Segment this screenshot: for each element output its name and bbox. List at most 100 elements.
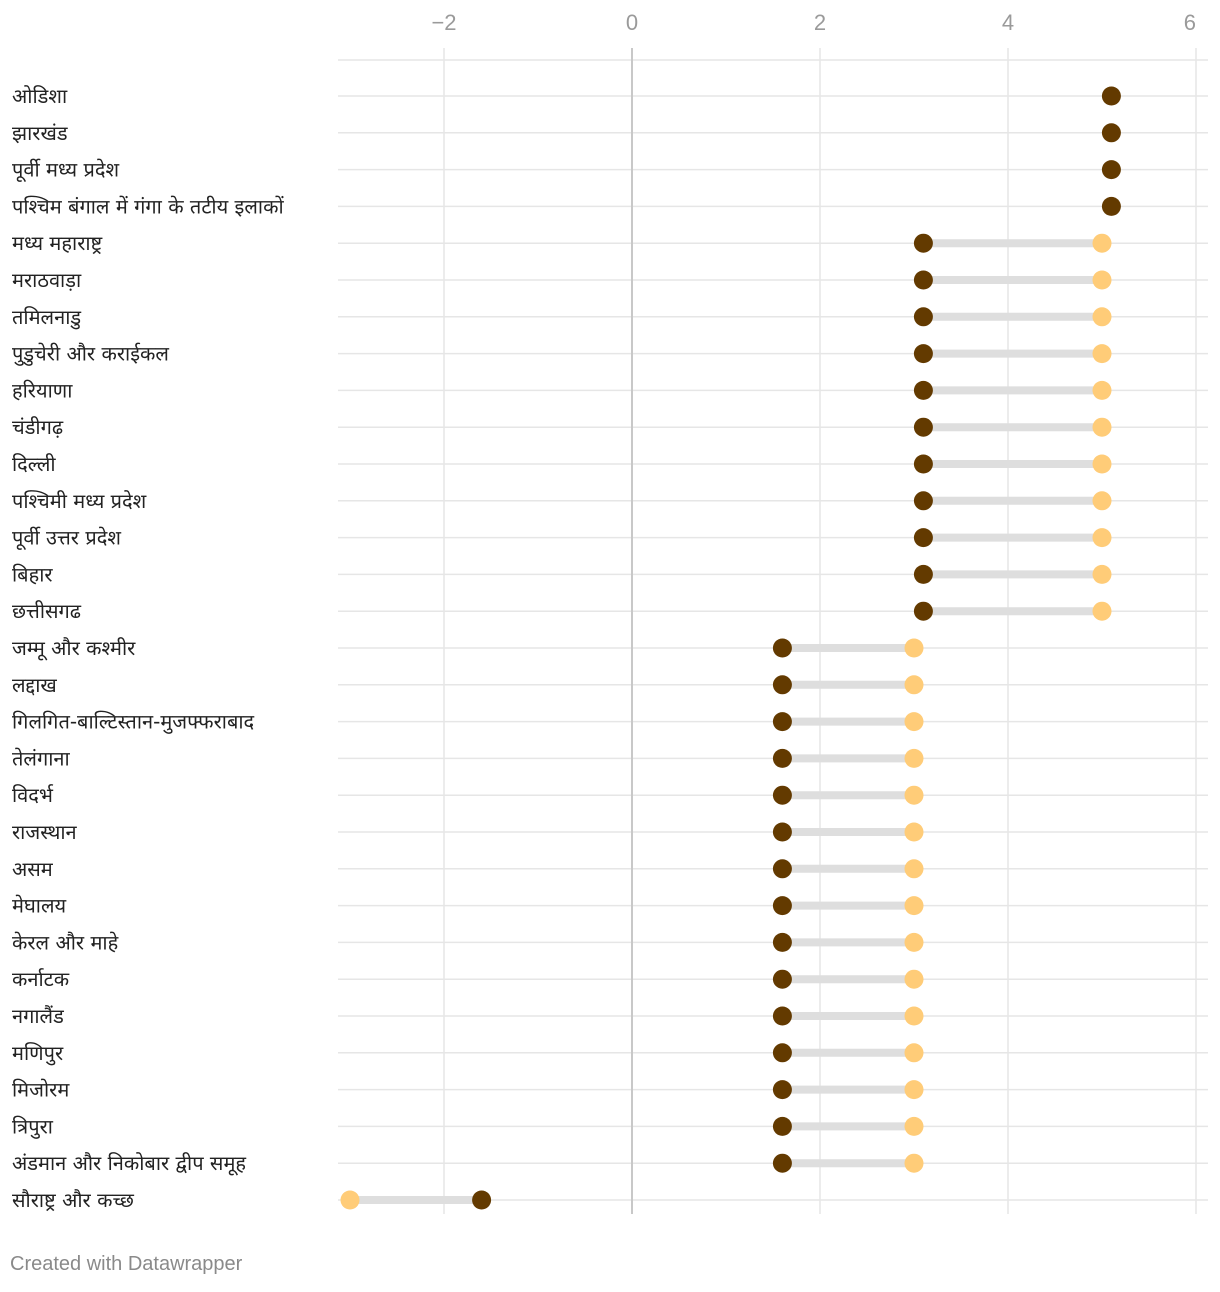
light-dot — [904, 822, 924, 842]
dark-dot — [913, 564, 933, 584]
dark-dot — [772, 1006, 792, 1026]
dot-range-chart: −2 0 2 4 6 ओडिशा झारखंड पूर्वी मध्य प्रदेश पश्च… — [12, 10, 1208, 1214]
dark-dot — [472, 1190, 492, 1210]
row-label: जम्मू और कश्मीर — [12, 636, 136, 661]
row-label: त्रिपुरा — [12, 1114, 54, 1139]
row-label: मिजोरम — [12, 1078, 70, 1102]
light-dot — [904, 932, 924, 952]
dark-dot — [1101, 86, 1121, 106]
light-dot — [1092, 344, 1112, 364]
dark-dot — [913, 601, 933, 621]
chart-row: हरियाणा — [12, 378, 1112, 402]
dark-dot — [772, 748, 792, 768]
chart-row: मध्य महाराष्ट्र — [12, 231, 1112, 255]
row-label: पूर्वी मध्य प्रदेश — [12, 158, 119, 183]
chart-row: पश्चिमी मध्य प्रदेश — [12, 489, 1112, 513]
dark-dot — [1101, 196, 1121, 216]
x-tick-label: −2 — [431, 10, 456, 35]
footer-credit[interactable]: Created with Datawrapper — [10, 1253, 243, 1275]
light-dot — [1092, 528, 1112, 548]
chart-row: तेलंगाना — [12, 746, 924, 770]
dark-dot — [772, 1043, 792, 1063]
dark-dot — [772, 822, 792, 842]
dark-dot — [913, 528, 933, 548]
row-label: झारखंड — [12, 121, 68, 145]
light-dot — [904, 748, 924, 768]
light-dot — [904, 638, 924, 658]
chart-row: गिलगित-बाल्टिस्तान-मुजफ्फराबाद — [12, 710, 924, 735]
row-label: हरियाणा — [12, 378, 73, 402]
dark-dot — [913, 417, 933, 437]
row-label: तमिलनाडु — [12, 305, 81, 330]
dark-dot — [913, 380, 933, 400]
dark-dot — [772, 1153, 792, 1173]
row-label: चंडीगढ़ — [12, 415, 64, 439]
dark-dot — [772, 638, 792, 658]
x-tick-label: 0 — [626, 10, 638, 35]
row-label: लद्दाख — [12, 673, 57, 697]
chart-row: कर्नाटक — [12, 967, 924, 991]
chart-row: पुडुचेरी और कराईकल — [12, 342, 1112, 367]
light-dot — [1092, 491, 1112, 511]
chart-row: तमिलनाडु — [12, 305, 1112, 330]
x-tick-label: 6 — [1184, 10, 1196, 35]
row-label: मणिपुर — [12, 1041, 64, 1066]
chart-row: मराठवाड़ा — [12, 268, 1112, 292]
chart-row: बिहार — [12, 562, 1112, 586]
chart-row: लद्दाख — [12, 673, 924, 697]
chart-row: जम्मू और कश्मीर — [12, 636, 924, 661]
row-label: पश्चिम बंगाल में गंगा के तटीय इलाकों — [12, 194, 284, 218]
chart-row: छत्तीसगढ — [12, 599, 1112, 623]
light-dot — [340, 1190, 360, 1210]
dark-dot — [772, 932, 792, 952]
light-dot — [904, 859, 924, 879]
dark-dot — [1101, 160, 1121, 180]
chart-row: नगालैंड — [12, 1004, 924, 1028]
row-label: बिहार — [12, 562, 53, 586]
light-dot — [1092, 454, 1112, 474]
chart-row: सौराष्ट्र और कच्छ — [12, 1188, 492, 1212]
dark-dot — [913, 307, 933, 327]
chart-row: मिजोरम — [12, 1078, 924, 1102]
x-tick-label: 2 — [814, 10, 826, 35]
chart-row: राजस्थान — [12, 820, 924, 844]
light-dot — [904, 1043, 924, 1063]
light-dot — [904, 1116, 924, 1136]
row-label: दिल्ली — [12, 452, 56, 476]
row-label: राजस्थान — [12, 820, 78, 844]
chart-row: पश्चिम बंगाल में गंगा के तटीय इलाकों — [12, 194, 1121, 218]
row-label: नगालैंड — [12, 1004, 64, 1028]
chart-row: केरल और माहे — [12, 930, 924, 954]
light-dot — [1092, 270, 1112, 290]
light-dot — [904, 712, 924, 732]
dark-dot — [913, 344, 933, 364]
row-label: पश्चिमी मध्य प्रदेश — [12, 489, 147, 513]
row-label: तेलंगाना — [12, 746, 70, 770]
chart-row: पूर्वी उत्तर प्रदेश — [12, 526, 1112, 551]
light-dot — [1092, 233, 1112, 253]
row-label: गिलगित-बाल्टिस्तान-मुजफ्फराबाद — [12, 710, 255, 735]
light-dot — [1092, 417, 1112, 437]
x-axis-ticks: −2 0 2 4 6 — [431, 10, 1196, 35]
light-dot — [1092, 380, 1112, 400]
dark-dot — [772, 896, 792, 916]
chart-row: दिल्ली — [12, 452, 1112, 476]
row-label: पुडुचेरी और कराईकल — [12, 342, 169, 367]
row-label: केरल और माहे — [12, 930, 119, 954]
dark-dot — [772, 675, 792, 695]
chart-row: असम — [12, 857, 924, 881]
row-label: मध्य महाराष्ट्र — [12, 231, 103, 255]
light-dot — [904, 896, 924, 916]
light-dot — [904, 675, 924, 695]
chart-row: विदर्भ — [12, 783, 924, 807]
chart-row: ओडिशा — [12, 84, 1121, 108]
light-dot — [904, 969, 924, 989]
row-label: सौराष्ट्र और कच्छ — [12, 1188, 134, 1212]
light-dot — [904, 785, 924, 805]
light-dot — [904, 1006, 924, 1026]
chart-row: त्रिपुरा — [12, 1114, 924, 1139]
light-dot — [1092, 564, 1112, 584]
chart-row: पूर्वी मध्य प्रदेश — [12, 158, 1121, 183]
chart-row: चंडीगढ़ — [12, 415, 1112, 439]
row-label: मराठवाड़ा — [12, 268, 82, 292]
